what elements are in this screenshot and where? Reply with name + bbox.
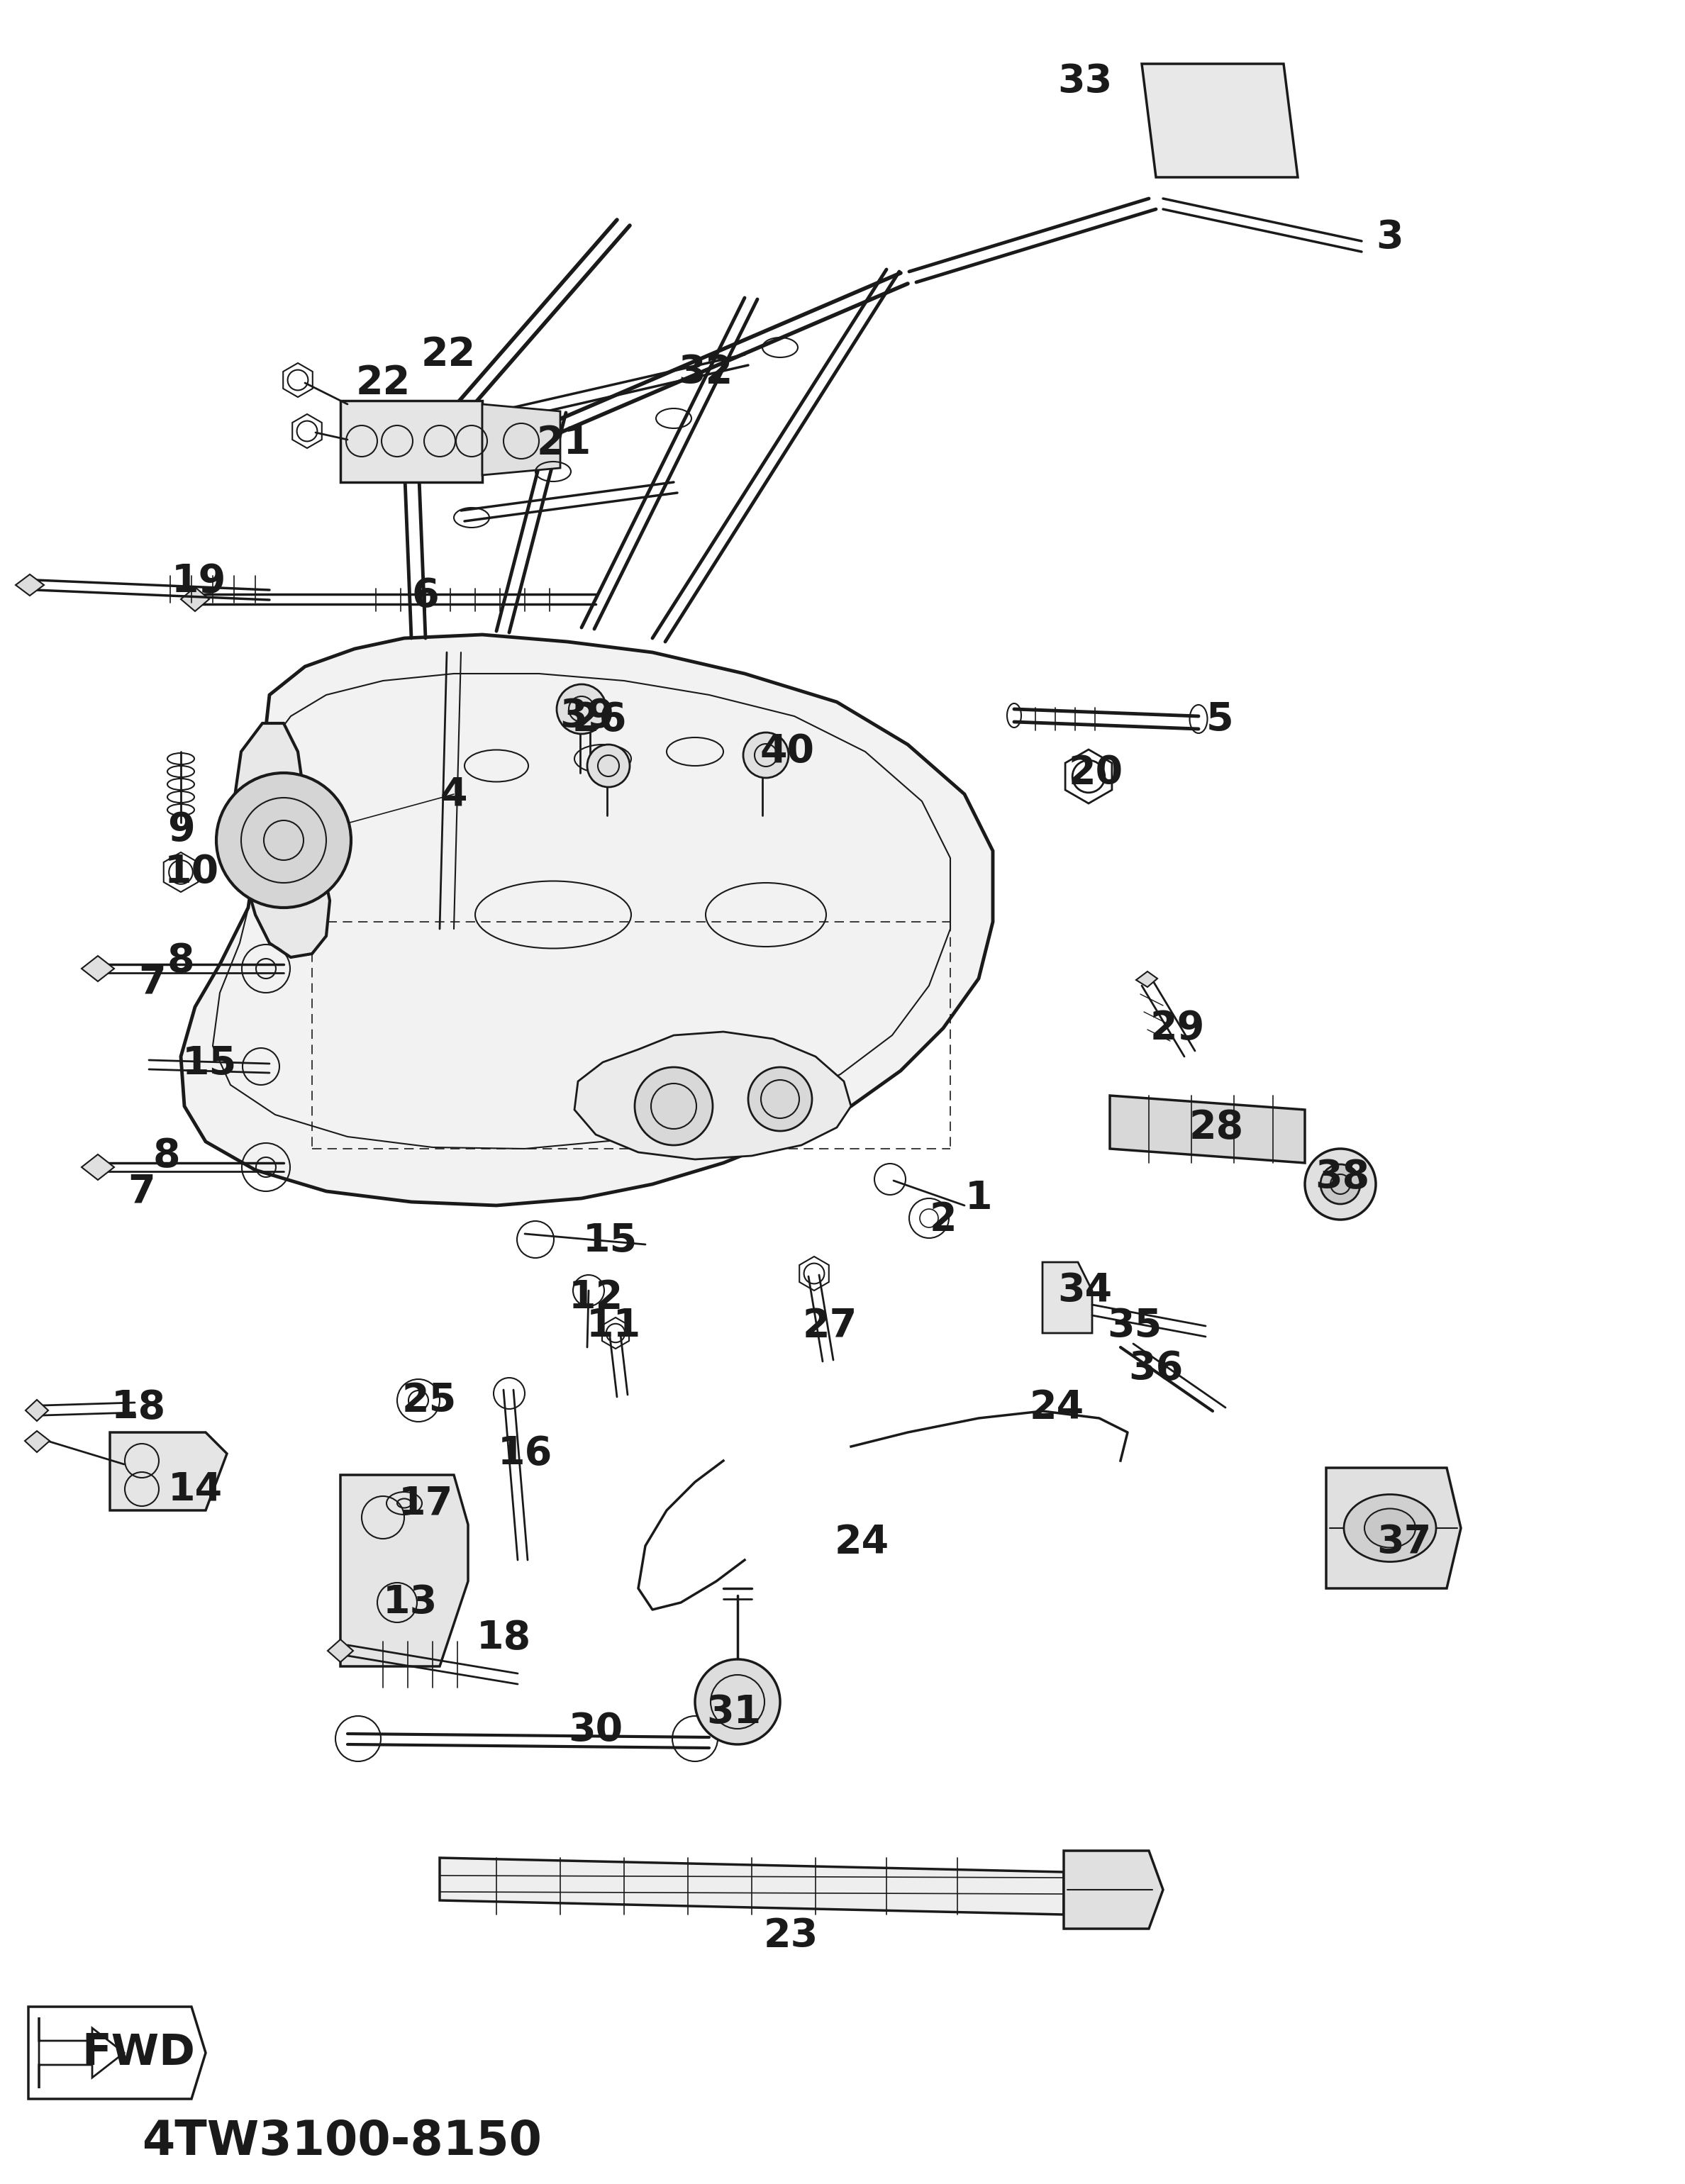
- Polygon shape: [340, 1474, 468, 1666]
- Text: 9: 9: [167, 810, 194, 850]
- Text: 36: 36: [1129, 1350, 1183, 1387]
- Text: 10: 10: [163, 854, 219, 891]
- Circle shape: [748, 1068, 812, 1131]
- Circle shape: [556, 684, 607, 734]
- Text: 15: 15: [182, 1044, 236, 1083]
- Text: 12: 12: [568, 1278, 623, 1317]
- Polygon shape: [25, 1431, 49, 1452]
- Polygon shape: [110, 1433, 227, 1511]
- Polygon shape: [180, 587, 209, 612]
- Text: 39: 39: [559, 697, 615, 736]
- Text: 25: 25: [401, 1380, 457, 1420]
- Polygon shape: [234, 723, 330, 957]
- Text: 22: 22: [356, 365, 411, 402]
- Polygon shape: [482, 404, 559, 476]
- Text: 19: 19: [172, 561, 226, 601]
- Text: 30: 30: [568, 1710, 623, 1749]
- Polygon shape: [1110, 1096, 1304, 1162]
- Text: 34: 34: [1058, 1271, 1112, 1310]
- Polygon shape: [1063, 1850, 1163, 1928]
- Text: 32: 32: [679, 354, 733, 391]
- Polygon shape: [1043, 1262, 1092, 1332]
- Text: 17: 17: [398, 1485, 453, 1522]
- Text: 5: 5: [1206, 701, 1233, 738]
- Text: 26: 26: [571, 701, 627, 738]
- Text: 20: 20: [1068, 753, 1122, 793]
- Polygon shape: [15, 574, 44, 596]
- Circle shape: [694, 1660, 780, 1745]
- Text: 22: 22: [421, 336, 475, 373]
- Text: 28: 28: [1190, 1107, 1244, 1147]
- Polygon shape: [340, 400, 482, 483]
- Polygon shape: [1136, 972, 1158, 987]
- Text: 38: 38: [1314, 1158, 1370, 1197]
- Polygon shape: [180, 636, 992, 1206]
- Polygon shape: [1142, 63, 1297, 177]
- Text: 27: 27: [802, 1306, 858, 1345]
- Text: 8: 8: [153, 1136, 180, 1175]
- Text: 8: 8: [167, 941, 194, 981]
- Text: 4: 4: [440, 775, 467, 812]
- Text: 18: 18: [477, 1618, 531, 1658]
- Text: 14: 14: [168, 1470, 222, 1509]
- Circle shape: [635, 1068, 713, 1144]
- Text: 13: 13: [382, 1583, 438, 1623]
- Text: 3: 3: [1377, 218, 1404, 258]
- Text: 35: 35: [1107, 1306, 1163, 1345]
- Text: 37: 37: [1377, 1522, 1432, 1562]
- Polygon shape: [1326, 1468, 1461, 1588]
- Polygon shape: [327, 1640, 354, 1662]
- Text: 31: 31: [706, 1693, 762, 1732]
- Text: 6: 6: [411, 577, 440, 614]
- Text: 23: 23: [763, 1918, 819, 1955]
- Text: 29: 29: [1149, 1009, 1205, 1048]
- Text: 7: 7: [128, 1173, 155, 1210]
- Text: 4TW3100-8150: 4TW3100-8150: [142, 2118, 543, 2164]
- Text: 40: 40: [760, 732, 814, 771]
- Text: 18: 18: [111, 1389, 165, 1426]
- Circle shape: [1321, 1164, 1360, 1203]
- Circle shape: [743, 732, 789, 778]
- Circle shape: [1304, 1149, 1375, 1219]
- Text: 7: 7: [138, 963, 167, 1000]
- Polygon shape: [575, 1031, 851, 1160]
- Polygon shape: [440, 1859, 1063, 1915]
- Circle shape: [216, 773, 350, 909]
- Text: 24: 24: [1030, 1389, 1083, 1426]
- Text: 2: 2: [930, 1201, 957, 1238]
- Text: 15: 15: [583, 1221, 637, 1260]
- Text: 21: 21: [536, 424, 591, 463]
- Text: 11: 11: [586, 1306, 640, 1345]
- Polygon shape: [81, 1155, 115, 1179]
- Circle shape: [586, 745, 630, 786]
- Text: 33: 33: [1058, 63, 1112, 100]
- Text: FWD: FWD: [81, 2031, 195, 2075]
- Text: 24: 24: [834, 1522, 890, 1562]
- Polygon shape: [81, 957, 115, 981]
- Polygon shape: [25, 1400, 49, 1422]
- Ellipse shape: [1365, 1509, 1415, 1548]
- Text: 16: 16: [497, 1435, 553, 1472]
- Ellipse shape: [1345, 1494, 1436, 1562]
- Text: 1: 1: [966, 1179, 992, 1216]
